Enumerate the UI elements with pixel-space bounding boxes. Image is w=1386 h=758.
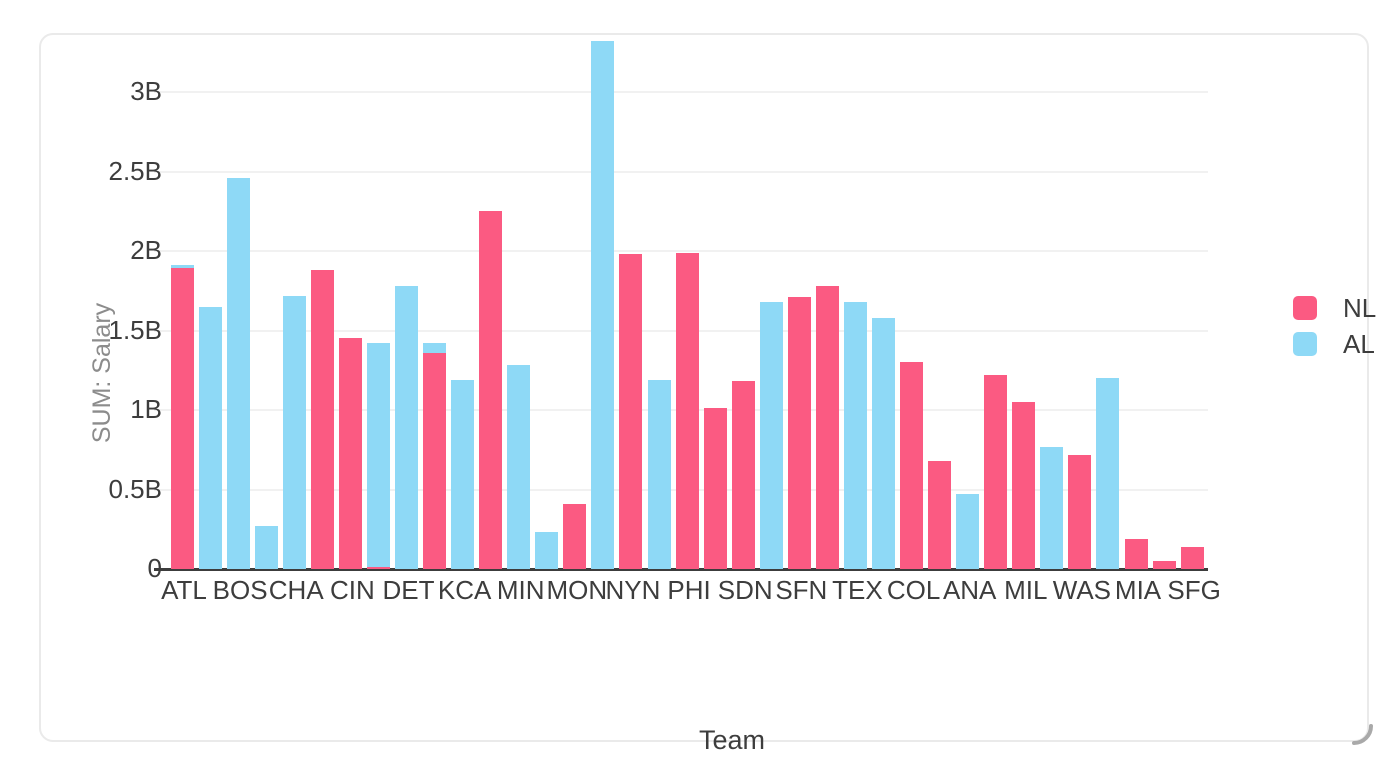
x-axis-line: [154, 568, 1208, 571]
bar-33-AL[interactable]: [1096, 378, 1119, 569]
bar-21-AL[interactable]: [760, 302, 783, 569]
x-tick-label-CHA: CHA: [268, 575, 324, 605]
bar-MIA-NL[interactable]: [1125, 539, 1148, 569]
x-axis-title: Team: [698, 725, 766, 755]
y-tick-label: 1.5B: [108, 314, 163, 345]
x-tick-label-CIN: CIN: [329, 575, 375, 605]
bar-CIN-NL[interactable]: [339, 338, 362, 569]
bar-SFN-NL[interactable]: [788, 297, 811, 569]
bar-9-NL[interactable]: [423, 353, 446, 569]
x-tick-label-SFN: SFN: [775, 575, 828, 605]
x-tick-label-MON: MON: [546, 575, 608, 605]
bar-SDN-NL[interactable]: [732, 381, 755, 569]
bar-MIN-AL[interactable]: [507, 365, 530, 569]
x-tick-label-BOS: BOS: [212, 575, 268, 605]
y-tick-label: 2B: [130, 235, 162, 265]
x-tick-label-ATL: ATL: [161, 575, 207, 605]
bar-5-NL[interactable]: [311, 270, 334, 569]
bar-ATL-NL[interactable]: [171, 268, 194, 569]
bar-29-NL[interactable]: [984, 375, 1007, 569]
bar-11-NL[interactable]: [479, 211, 502, 569]
bar-19-NL[interactable]: [704, 408, 727, 569]
bar-DET-AL[interactable]: [395, 286, 418, 569]
al-series-swatch-icon: [1293, 332, 1317, 356]
bar-7-AL[interactable]: [367, 343, 390, 569]
bar-1-AL[interactable]: [199, 307, 222, 569]
y-tick-label: 1B: [130, 394, 162, 424]
x-tick-label-SDN: SDN: [717, 575, 773, 605]
x-tick-label-WAS: WAS: [1052, 575, 1112, 605]
x-tick-label-SFG: SFG: [1167, 575, 1221, 605]
bar-SFG-NL[interactable]: [1181, 547, 1204, 569]
nl-series-swatch-icon: [1293, 296, 1317, 320]
bar-BOS-AL[interactable]: [227, 178, 250, 569]
x-tick-label-MIN: MIN: [496, 575, 545, 605]
bar-CHA-AL[interactable]: [283, 296, 306, 569]
bar-MIL-NL[interactable]: [1012, 402, 1035, 569]
x-tick-label-ANA: ANA: [942, 575, 997, 605]
bar-ANA-AL[interactable]: [956, 494, 979, 569]
resize-handle-icon[interactable]: [1348, 720, 1376, 748]
bar-3-AL[interactable]: [255, 526, 278, 569]
x-tick-label-DET: DET: [382, 575, 435, 605]
bar-MON-NL[interactable]: [563, 504, 586, 569]
bar-7-NL[interactable]: [367, 567, 390, 569]
x-tick-label-NYN: NYN: [605, 575, 661, 605]
y-tick-label: 0: [52, 553, 162, 583]
legend-label-al: AL: [1343, 329, 1375, 359]
bar-PHI-NL[interactable]: [676, 253, 699, 569]
gridline: [154, 170, 1208, 173]
bar-WAS-NL[interactable]: [1068, 455, 1091, 569]
bar-27-NL[interactable]: [928, 461, 951, 569]
bar-35-NL[interactable]: [1153, 561, 1176, 569]
y-tick-label: 0.5B: [108, 473, 163, 504]
bar-17-AL[interactable]: [648, 380, 671, 569]
bar-COL-NL[interactable]: [900, 362, 923, 569]
bar-13-AL[interactable]: [535, 532, 558, 569]
bar-NYN-NL[interactable]: [619, 254, 642, 569]
bar-31-AL[interactable]: [1040, 447, 1063, 569]
x-tick-label-PHI: PHI: [667, 575, 711, 605]
legend-item-al[interactable]: AL: [1293, 329, 1376, 359]
x-tick-label-MIA: MIA: [1114, 575, 1162, 605]
legend: NL AL: [1293, 293, 1377, 368]
gridline: [154, 250, 1208, 252]
bar-23-NL[interactable]: [816, 286, 839, 569]
legend-item-nl[interactable]: NL: [1293, 293, 1377, 323]
y-tick-label: 2.5B: [108, 155, 163, 186]
x-tick-label-COL: COL: [886, 575, 941, 605]
y-tick-label: 3B: [130, 76, 162, 106]
bar-TEX-AL[interactable]: [844, 302, 867, 569]
legend-label-nl: NL: [1343, 293, 1377, 323]
bar-KCA-AL[interactable]: [451, 380, 474, 569]
bar-15-AL[interactable]: [591, 41, 614, 569]
x-tick-label-KCA: KCA: [437, 575, 492, 605]
x-tick-label-TEX: TEX: [832, 575, 883, 605]
gridline: [154, 91, 1208, 93]
bar-25-AL[interactable]: [872, 318, 895, 569]
x-tick-label-MIL: MIL: [1004, 575, 1048, 605]
